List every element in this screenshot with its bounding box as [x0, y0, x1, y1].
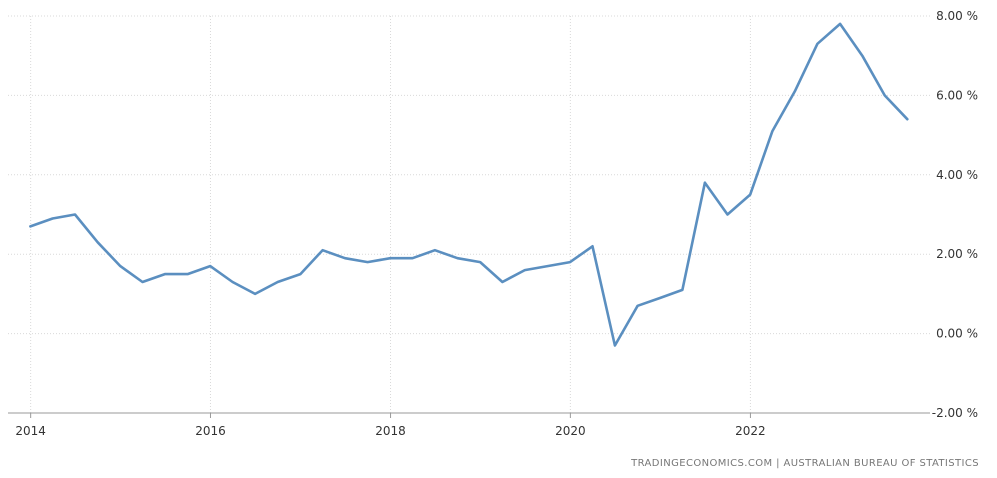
x-tick-label: 2022: [735, 424, 766, 438]
data-point: [500, 280, 504, 284]
data-point: [680, 288, 684, 292]
x-tick-label: 2016: [195, 424, 226, 438]
data-point: [208, 264, 212, 268]
data-point: [321, 248, 325, 252]
data-point: [613, 344, 617, 348]
data-point: [186, 272, 190, 276]
data-point: [658, 296, 662, 300]
y-tick-label: 4.00 %: [936, 168, 978, 182]
data-point: [298, 272, 302, 276]
data-point: [140, 280, 144, 284]
data-point: [523, 268, 527, 272]
data-point: [860, 54, 864, 58]
data-point: [478, 260, 482, 264]
y-tick-label: 8.00 %: [936, 9, 978, 23]
series-line: [29, 22, 909, 347]
data-point: [433, 248, 437, 252]
data-point: [770, 129, 774, 133]
data-point: [410, 256, 414, 260]
data-point: [793, 89, 797, 93]
data-point: [73, 213, 77, 217]
data-point: [118, 264, 122, 268]
axis-layer: 8.00 % 6.00 % 4.00 % 2.00 % 0.00 % -2.00 % 201…: [8, 9, 978, 438]
data-point: [276, 280, 280, 284]
data-point: [51, 216, 55, 220]
data-point: [545, 264, 549, 268]
data-point: [343, 256, 347, 260]
x-tick-label: 2020: [555, 424, 586, 438]
y-tick-label: -2.00 %: [932, 406, 978, 420]
data-point: [96, 240, 100, 244]
series-layer: [28, 22, 909, 348]
data-point: [28, 224, 32, 228]
data-point: [591, 244, 595, 248]
data-point: [163, 272, 167, 276]
data-point: [838, 22, 842, 26]
grid-layer: [8, 15, 930, 413]
y-tick-label: 2.00 %: [936, 247, 978, 261]
y-tick-label: 0.00 %: [936, 327, 978, 341]
data-point: [388, 256, 392, 260]
data-point: [366, 260, 370, 264]
source-attribution: TRADINGECONOMICS.COM | AUSTRALIAN BUREAU…: [631, 458, 979, 469]
y-tick-label: 6.00 %: [936, 88, 978, 102]
data-point: [883, 93, 887, 97]
x-tick-label: 2018: [375, 424, 406, 438]
data-point: [253, 292, 257, 296]
data-point: [726, 213, 730, 217]
data-point: [905, 117, 909, 121]
data-point: [636, 304, 640, 308]
data-point: [456, 256, 460, 260]
data-point: [748, 193, 752, 197]
data-point: [568, 260, 572, 264]
data-point: [231, 280, 235, 284]
data-point: [815, 42, 819, 46]
data-point: [703, 181, 707, 185]
x-tick-label: 2014: [15, 424, 46, 438]
